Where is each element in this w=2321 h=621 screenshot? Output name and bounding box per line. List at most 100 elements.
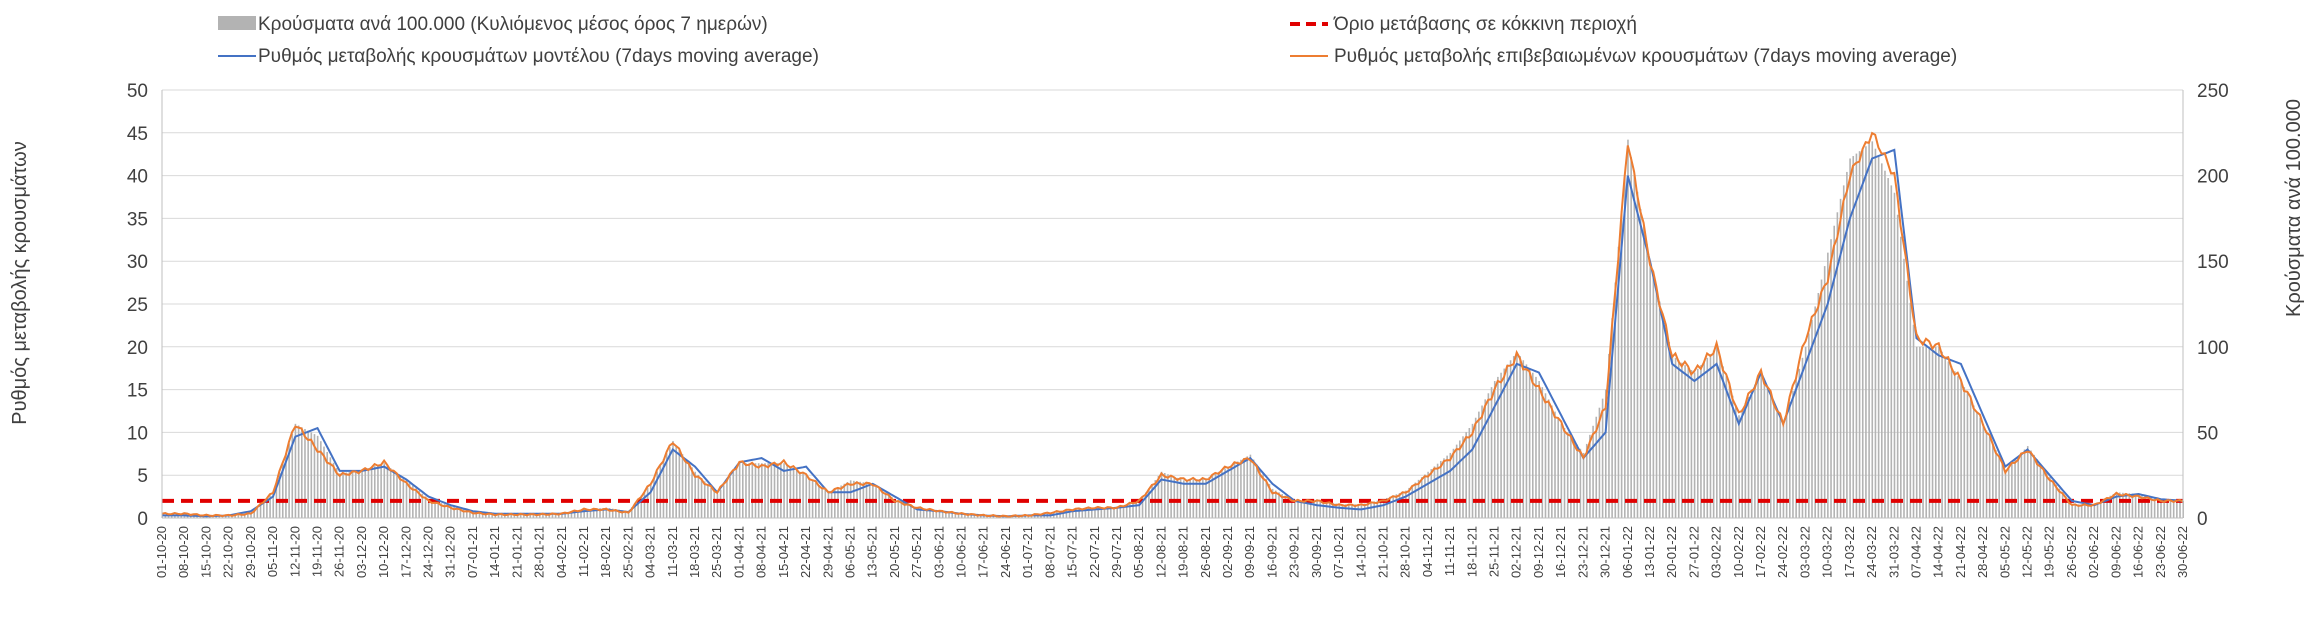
cases-bar — [1525, 364, 1528, 518]
cases-bar — [1408, 487, 1410, 518]
cases-bar — [1655, 288, 1658, 518]
cases-bar — [1738, 415, 1740, 518]
cases-bar — [2172, 500, 2175, 518]
cases-bar — [1880, 163, 1883, 518]
cases-bar — [354, 471, 357, 518]
cases-bar — [1144, 492, 1147, 518]
cases-bar — [1852, 156, 1855, 518]
cases-bar — [377, 465, 379, 518]
y-right-tick-label: 150 — [2197, 252, 2229, 273]
y-right-tick-label: 200 — [2197, 167, 2229, 188]
cases-bar — [1582, 452, 1585, 518]
cases-bar — [326, 451, 328, 518]
cases-bar — [751, 463, 754, 518]
cases-bar — [1570, 436, 1572, 518]
cases-bar — [1354, 504, 1356, 518]
x-tick-label: 19-08-21 — [1176, 526, 1191, 578]
x-tick-label: 12-05-22 — [2020, 526, 2035, 578]
cases-bar — [1427, 471, 1429, 518]
cases-bar — [1262, 474, 1264, 518]
cases-bar — [1512, 356, 1515, 518]
cases-bar — [1516, 351, 1518, 518]
cases-bar — [427, 499, 430, 518]
cases-bar — [1284, 495, 1287, 518]
cases-bar — [922, 508, 925, 518]
cases-bar — [170, 516, 173, 518]
cases-bar — [1874, 148, 1877, 518]
x-tick-label: 11-03-21 — [665, 526, 680, 577]
cases-bar — [2036, 459, 2039, 518]
model-rate-line — [162, 148, 2184, 518]
x-tick-label: 23-12-21 — [1575, 526, 1590, 578]
cases-bar — [1785, 412, 1788, 518]
cases-bar — [602, 507, 605, 518]
cases-bar — [960, 512, 963, 518]
y-left-tick-label: 50 — [127, 81, 148, 102]
cases-bar — [957, 512, 960, 518]
x-tick-label: 16-09-21 — [1264, 526, 1279, 578]
cases-bar — [1078, 508, 1080, 518]
cases-bar — [1620, 211, 1623, 518]
cases-bar — [1858, 151, 1861, 518]
cases-bar — [396, 472, 398, 518]
cases-bar — [1614, 282, 1617, 518]
cases-bar — [1982, 423, 1985, 518]
cases-bar — [234, 515, 236, 518]
cases-bar — [1106, 507, 1109, 518]
cases-bar — [630, 507, 633, 518]
x-tick-label: 31-03-22 — [1886, 526, 1901, 578]
cases-bar — [941, 511, 944, 518]
cases-bar — [1696, 368, 1699, 518]
cases-bar — [351, 471, 354, 518]
cases-bar — [916, 507, 919, 518]
cases-bar — [1639, 209, 1642, 518]
y-axis-right-label: Κρούσματα ανά 100.000 — [2283, 99, 2305, 317]
cases-bar — [2122, 492, 2124, 518]
cases-bar — [224, 516, 227, 518]
cases-bar — [370, 467, 373, 518]
x-tick-label: 14-01-21 — [487, 526, 502, 578]
cases-bar — [300, 427, 303, 518]
cases-bar — [2061, 492, 2064, 518]
cases-bar — [1179, 479, 1182, 518]
cases-bar — [707, 484, 709, 518]
cases-bar — [1465, 432, 1467, 518]
cases-bar — [1528, 368, 1531, 518]
cases-bar — [1731, 395, 1734, 518]
cases-bar — [789, 466, 792, 518]
cases-bar — [2020, 452, 2023, 518]
cases-bar — [2045, 472, 2048, 518]
cases-bar — [1915, 346, 1918, 518]
cases-bar — [1547, 399, 1550, 518]
cases-bar — [2160, 499, 2162, 518]
cases-bar — [446, 505, 449, 518]
cases-bar — [637, 499, 639, 518]
cases-bar — [1627, 139, 1629, 518]
cases-bar — [364, 469, 367, 518]
x-tick-label: 01-10-20 — [154, 526, 169, 578]
cases-bar — [269, 495, 271, 518]
cases-bar — [2176, 500, 2178, 518]
cases-bar — [339, 473, 341, 518]
cases-bar — [1500, 372, 1502, 518]
cases-bar — [2071, 504, 2073, 518]
cases-bar — [1148, 488, 1150, 518]
cases-bar — [332, 462, 335, 518]
cases-bar — [2065, 496, 2067, 518]
cases-bar — [710, 487, 712, 518]
cases-bar — [859, 481, 861, 518]
cases-bar — [469, 510, 471, 518]
cases-bar — [1176, 477, 1179, 518]
y-left-tick-label: 40 — [127, 167, 148, 188]
cases-bar — [1979, 417, 1981, 518]
cases-bar — [262, 501, 265, 518]
x-tick-label: 04-02-21 — [554, 526, 569, 578]
cases-bar — [611, 508, 614, 518]
cases-bar — [462, 508, 465, 518]
cases-bar — [1944, 356, 1947, 518]
cases-bar — [253, 509, 256, 518]
cases-bar — [1322, 500, 1325, 518]
x-tick-label: 17-12-20 — [398, 526, 413, 578]
cases-bar — [887, 494, 890, 518]
cases-bar — [1747, 396, 1750, 518]
